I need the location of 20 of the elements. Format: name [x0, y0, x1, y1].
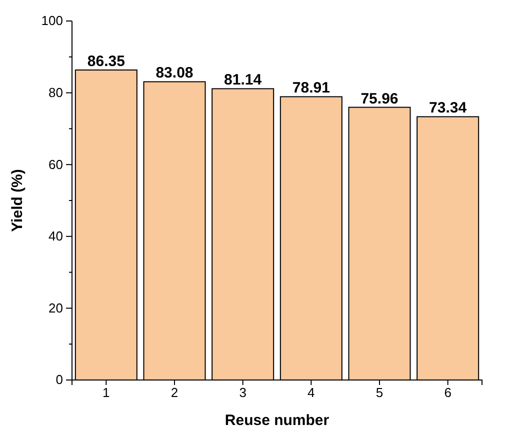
- y-tick-label: 0: [56, 372, 63, 388]
- y-tick-label: 80: [48, 84, 63, 100]
- y-tick-label: 60: [48, 156, 63, 172]
- y-axis-title: Yield (%): [9, 169, 26, 232]
- data-label: 86.35: [87, 53, 125, 70]
- x-tick-label: 4: [308, 385, 315, 400]
- y-tick-label: 100: [41, 13, 63, 28]
- data-label: 73.34: [429, 100, 468, 117]
- x-tick-label: 2: [170, 385, 178, 400]
- x-axis-title: Reuse number: [224, 412, 330, 429]
- x-tick-label: 5: [376, 385, 384, 400]
- data-label: 81.14: [224, 72, 262, 89]
- x-tick-label: 6: [444, 385, 452, 400]
- data-label: 75.96: [360, 90, 398, 108]
- x-tick-label: 1: [102, 385, 110, 400]
- y-tick-label: 20: [48, 300, 63, 316]
- y-tick-label: 40: [48, 228, 63, 244]
- x-tick-label: 3: [239, 385, 246, 400]
- data-label: 78.91: [292, 80, 330, 97]
- data-label: 83.08: [156, 64, 194, 82]
